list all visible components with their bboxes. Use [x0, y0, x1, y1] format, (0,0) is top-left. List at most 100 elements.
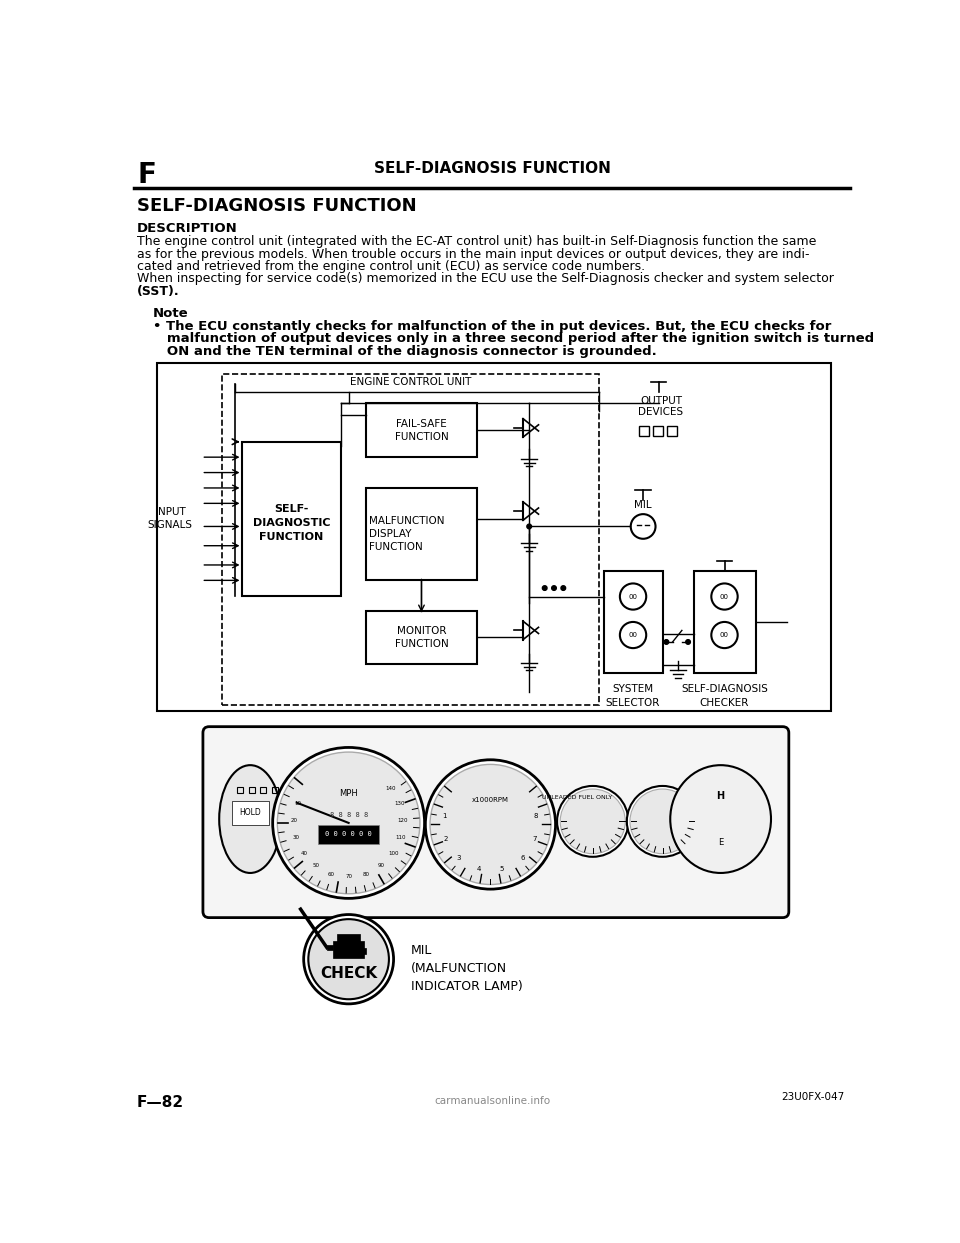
Text: 00: 00	[720, 593, 729, 599]
Text: 100: 100	[388, 850, 398, 855]
Bar	[283, 787, 290, 793]
Text: ENGINE CONTROL UNIT: ENGINE CONTROL UNIT	[350, 377, 471, 387]
Bar	[272, 787, 278, 793]
Text: 7: 7	[533, 835, 537, 842]
Text: F—82: F—82	[137, 1095, 184, 1110]
Circle shape	[630, 789, 695, 854]
Bar	[223, 374, 599, 705]
Text: 120: 120	[397, 818, 408, 823]
Circle shape	[308, 919, 389, 999]
Bar	[605, 571, 662, 672]
Circle shape	[527, 525, 532, 528]
Circle shape	[552, 585, 557, 590]
Bar	[367, 612, 476, 664]
Text: 1: 1	[443, 813, 447, 819]
Text: as for the previous models. When trouble occurs in the main input devices or out: as for the previous models. When trouble…	[137, 247, 809, 261]
Ellipse shape	[219, 766, 281, 873]
Circle shape	[273, 747, 424, 899]
Bar	[243, 441, 341, 595]
Text: x1000RPM: x1000RPM	[472, 797, 509, 803]
Text: SELF-
DIAGNOSTIC
FUNCTION: SELF- DIAGNOSTIC FUNCTION	[252, 503, 330, 542]
Text: 140: 140	[385, 786, 396, 791]
Bar	[639, 425, 649, 435]
Ellipse shape	[670, 766, 771, 873]
Bar	[237, 787, 243, 793]
Text: 00: 00	[720, 631, 729, 638]
Text: MPH: MPH	[339, 789, 358, 798]
Bar	[333, 941, 364, 957]
Circle shape	[430, 764, 551, 885]
Text: cated and retrieved from the engine control unit (ECU) as service code numbers.: cated and retrieved from the engine cont…	[137, 260, 645, 273]
Text: • The ECU constantly checks for malfunction of the in put devices. But, the ECU : • The ECU constantly checks for malfunct…	[153, 321, 831, 333]
Text: 8 8 8 8 8: 8 8 8 8 8	[329, 812, 368, 818]
Circle shape	[685, 640, 690, 644]
Circle shape	[542, 585, 547, 590]
Text: E: E	[718, 838, 723, 846]
Bar	[327, 946, 333, 950]
Circle shape	[561, 585, 565, 590]
Bar	[249, 787, 254, 793]
Text: malfunction of output devices only in a three second period after the ignition s: malfunction of output devices only in a …	[153, 332, 874, 346]
Bar	[157, 363, 831, 711]
Circle shape	[664, 640, 669, 644]
Text: 4: 4	[477, 866, 481, 873]
Text: 90: 90	[378, 864, 385, 869]
Circle shape	[303, 915, 394, 1004]
Text: MIL
(MALFUNCTION
INDICATOR LAMP): MIL (MALFUNCTION INDICATOR LAMP)	[411, 943, 522, 993]
Text: The engine control unit (integrated with the EC-AT control unit) has built-in Se: The engine control unit (integrated with…	[137, 235, 816, 249]
Bar	[260, 787, 267, 793]
Text: MIL: MIL	[635, 500, 652, 510]
Text: 6: 6	[520, 855, 524, 861]
Text: 8: 8	[534, 813, 539, 819]
Text: 40: 40	[300, 850, 307, 855]
Text: 50: 50	[312, 864, 320, 869]
Text: UNLEADED FUEL ONLY: UNLEADED FUEL ONLY	[542, 796, 612, 800]
Text: (SST).: (SST).	[137, 285, 180, 297]
Text: SELF-DIAGNOSIS FUNCTION: SELF-DIAGNOSIS FUNCTION	[137, 196, 417, 215]
Text: 00: 00	[629, 593, 637, 599]
Text: 60: 60	[328, 871, 335, 876]
Text: 110: 110	[396, 835, 406, 840]
Text: 00: 00	[629, 631, 637, 638]
Text: 5: 5	[500, 866, 504, 873]
Text: 70: 70	[346, 874, 352, 879]
Text: 80: 80	[363, 871, 370, 876]
Text: 10: 10	[295, 800, 301, 805]
Text: HOLD: HOLD	[239, 808, 261, 818]
Circle shape	[627, 786, 698, 856]
Text: 23U0FX-047: 23U0FX-047	[781, 1093, 845, 1103]
Bar	[356, 947, 366, 953]
Circle shape	[425, 759, 556, 889]
Text: Note: Note	[153, 307, 188, 319]
Text: 0 0 0 0 0 0: 0 0 0 0 0 0	[325, 832, 372, 838]
Text: When inspecting for service code(s) memorized in the ECU use the Self-Diagnosis : When inspecting for service code(s) memo…	[137, 272, 834, 286]
Text: H: H	[716, 791, 725, 800]
Circle shape	[557, 786, 629, 856]
Bar	[367, 403, 476, 457]
Bar	[367, 488, 476, 580]
Text: SELF-DIAGNOSIS
CHECKER: SELF-DIAGNOSIS CHECKER	[681, 685, 768, 707]
Text: DESCRIPTION: DESCRIPTION	[137, 222, 238, 235]
Bar	[295, 787, 301, 793]
Text: 130: 130	[394, 800, 404, 805]
Text: OUTPUT
DEVICES: OUTPUT DEVICES	[638, 395, 684, 418]
Text: MALFUNCTION
DISPLAY
FUNCTION: MALFUNCTION DISPLAY FUNCTION	[369, 516, 444, 552]
Text: 3: 3	[456, 855, 461, 861]
Text: SYSTEM
SELECTOR: SYSTEM SELECTOR	[606, 685, 660, 707]
Circle shape	[277, 752, 420, 894]
Text: ON and the TEN terminal of the diagnosis connector is grounded.: ON and the TEN terminal of the diagnosis…	[153, 344, 657, 358]
Text: F: F	[137, 160, 156, 189]
Text: 2: 2	[444, 835, 448, 842]
Text: carmanualsonline.info: carmanualsonline.info	[434, 1095, 550, 1105]
Text: INPUT
SIGNALS: INPUT SIGNALS	[148, 507, 193, 531]
Text: CHECK: CHECK	[320, 966, 377, 981]
Text: 30: 30	[293, 835, 300, 840]
Circle shape	[561, 789, 625, 854]
Bar	[653, 425, 663, 435]
Text: SELF-DIAGNOSIS FUNCTION: SELF-DIAGNOSIS FUNCTION	[373, 160, 611, 175]
Text: 20: 20	[291, 818, 298, 823]
Text: FAIL-SAFE
FUNCTION: FAIL-SAFE FUNCTION	[395, 419, 448, 441]
Bar	[693, 571, 756, 672]
Bar	[337, 933, 360, 946]
FancyBboxPatch shape	[203, 727, 789, 917]
